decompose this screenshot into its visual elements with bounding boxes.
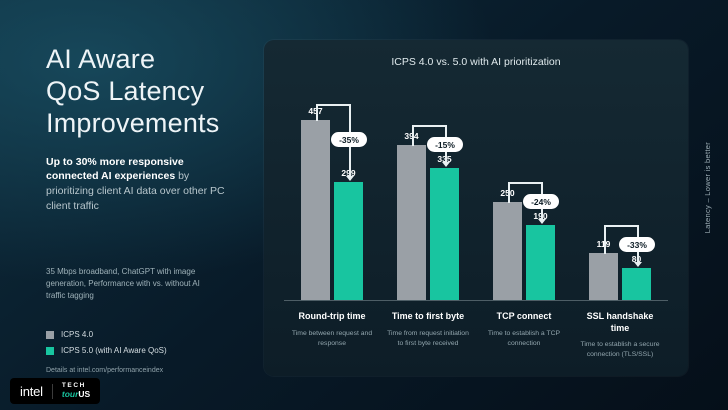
category-cell-1: Round-trip time Time between request and … (284, 311, 380, 360)
category-cell-3: TCP connect Time to establish a TCP conne… (476, 311, 572, 360)
bracket-stub (412, 125, 414, 146)
page-title: AI Aware QoS Latency Improvements (46, 44, 261, 140)
tech-tour-badge: TECH tourUS (62, 382, 90, 399)
chart-labels-row: Round-trip time Time between request and … (284, 311, 668, 360)
arrow-down-icon (441, 162, 450, 167)
category-cell-4: SSL handshake time Time to establish a se… (572, 311, 668, 360)
legend-label-icps50: ICPS 5.0 (with AI Aware QoS) (61, 346, 167, 355)
logo-divider (51, 383, 53, 399)
bar-value-label: 299 (334, 168, 363, 178)
bar-value-label: 335 (430, 154, 459, 164)
bar-icps50: 299 (334, 168, 363, 300)
category-cell-2: Time to first byte Time from request init… (380, 311, 476, 360)
chart-title: ICPS 4.0 vs. 5.0 with AI prioritization (391, 56, 561, 68)
delta-badge: -35% (331, 132, 367, 148)
bar-value-label: 80 (622, 254, 651, 264)
category-description: Time from request initiation to first by… (387, 329, 469, 347)
category-name: SSL handshake time (586, 311, 654, 333)
left-column: AI Aware QoS Latency Improvements Up to … (46, 44, 261, 213)
intel-tech-tour-logo: intel TECH tourUS (10, 378, 101, 404)
delta-badge: -24% (523, 194, 559, 210)
delta-badge: -15% (427, 137, 463, 153)
tech-tour-word: tour (61, 388, 79, 399)
page-title-line-1: AI Aware (46, 44, 156, 74)
bar-icps50: 335 (430, 154, 459, 300)
legend-item-icps40: ICPS 4.0 (46, 330, 167, 339)
chart-group-4: 119 80-33% (572, 93, 668, 300)
bar-value-label: 457 (301, 106, 330, 116)
tech-tour-us: US (78, 388, 91, 399)
footnote: 35 Mbps broadband, ChatGPT with image ge… (46, 267, 200, 300)
subtitle-rest: by prioritizing client AI data over othe… (46, 170, 225, 212)
legend-label-icps40: ICPS 4.0 (61, 330, 94, 339)
bracket-hline (604, 225, 637, 227)
chart-panel: ICPS 4.0 vs. 5.0 with AI prioritization … (264, 40, 688, 376)
legend-swatch-icps50 (46, 346, 54, 355)
bar-value-label: 250 (493, 188, 522, 198)
arrow-down-icon (537, 219, 546, 224)
bar-value-label: 119 (589, 239, 618, 249)
chart-group-3: 250 190-24% (476, 93, 572, 300)
category-description: Time to establish a TCP connection (487, 329, 561, 347)
legend-item-icps50: ICPS 5.0 (with AI Aware QoS) (46, 346, 167, 355)
category-name: Round-trip time (298, 311, 366, 321)
subtitle: Up to 30% more responsive connected AI e… (46, 155, 226, 214)
bar-value-label: 394 (397, 131, 426, 141)
arrow-down-icon (345, 176, 354, 181)
intel-logo: intel (20, 383, 43, 399)
chart-bars-row: 457 299 -35% 394 335-15% 250 190-24% 119 80-33% (284, 93, 668, 301)
category-name: TCP connect (496, 311, 552, 321)
chart-group-1: 457 299 -35% (284, 93, 380, 300)
category-description: Time to establish a secure connection (T… (580, 341, 660, 359)
legend: ICPS 4.0 ICPS 5.0 (with AI Aware QoS) (46, 330, 167, 362)
bar-icps50: 190 (526, 211, 555, 300)
bar-icps40: 394 (397, 131, 426, 300)
subtitle-bold: Up to 30% more responsive connected AI e… (46, 155, 184, 183)
page-title-line-3: Improvements (46, 107, 220, 138)
bar-icps50: 80 (622, 254, 651, 300)
category-description: Time between request and response (291, 329, 373, 347)
arrow-down-icon (633, 262, 642, 267)
delta-badge: -33% (619, 237, 655, 253)
bracket-hline (508, 182, 541, 184)
bar-icps40: 250 (493, 188, 522, 300)
legend-swatch-icps40 (46, 330, 54, 339)
bar-icps40: 457 (301, 106, 330, 300)
latency-axis-note: Latency – Lower is better (703, 142, 712, 234)
page-title-line-2: QoS Latency (46, 75, 205, 106)
bracket-hline (316, 104, 349, 106)
details-link-text: Details at intel.com/performanceindex (46, 367, 164, 374)
bracket-stub (316, 104, 318, 121)
tech-tour-line1: TECH (61, 382, 86, 390)
tech-tour-line2: tourUS (61, 388, 91, 400)
bracket-stub (508, 182, 510, 203)
bar-icps40: 119 (589, 239, 618, 300)
bar-value-label: 190 (526, 211, 555, 221)
bracket-hline (412, 125, 445, 127)
chart-group-2: 394 335-15% (380, 93, 476, 300)
category-name: Time to first byte (391, 311, 465, 321)
bracket-stub (604, 225, 606, 254)
